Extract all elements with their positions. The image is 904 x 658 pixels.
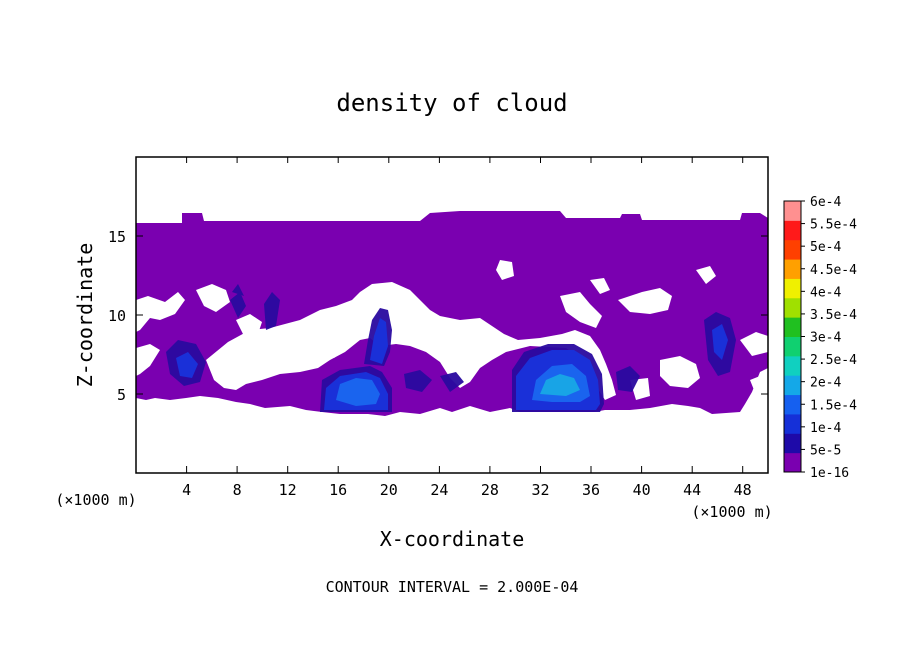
- x-tick-label: 48: [734, 481, 752, 499]
- colorbar-level-label: 2e-4: [810, 376, 841, 391]
- contour-field: [136, 211, 768, 416]
- x-unit-label: (×1000 m): [691, 503, 772, 521]
- x-tick-label: 24: [430, 481, 448, 499]
- y-tick-label: 5: [117, 386, 126, 404]
- y-tick-label: 15: [108, 228, 126, 246]
- colorbar-level-label: 5e-4: [810, 240, 841, 255]
- colorbar-level-label: 1e-4: [810, 421, 841, 436]
- x-tick-label: 28: [481, 481, 499, 499]
- x-tick-labels: 4 8 12 16 20 24 28 32 36 40 44 48: [182, 481, 752, 499]
- colorbar-swatch: [784, 395, 801, 415]
- x-tick-label: 16: [329, 481, 347, 499]
- x-tick-label: 4: [182, 481, 191, 499]
- colorbar-level-label: 4e-4: [810, 285, 841, 300]
- x-tick-label: 44: [683, 481, 701, 499]
- colorbar-swatch: [784, 317, 801, 337]
- x-axis-title: X-coordinate: [380, 527, 525, 551]
- colorbar-level-label: 1e-16: [810, 466, 849, 481]
- x-tick-label: 36: [582, 481, 600, 499]
- x-tick-label: 32: [531, 481, 549, 499]
- colorbar-level-label: 5e-5: [810, 443, 841, 458]
- y-tick-labels: 5 10 15: [108, 228, 126, 404]
- x-tick-label: 8: [233, 481, 242, 499]
- colorbar-level-label: 2.5e-4: [810, 353, 857, 368]
- colorbar-level-label: 6e-4: [810, 195, 841, 210]
- x-tick-label: 12: [279, 481, 297, 499]
- colorbar-swatch: [784, 201, 801, 221]
- colorbar-swatch: [784, 433, 801, 453]
- colorbar-swatch: [784, 240, 801, 260]
- y-axis-title: Z-coordinate: [73, 243, 97, 388]
- y-tick-label: 10: [108, 307, 126, 325]
- colorbar-swatch: [784, 259, 801, 279]
- x-tick-label: 20: [380, 481, 398, 499]
- contour-interval-note: CONTOUR INTERVAL = 2.000E-04: [326, 578, 579, 596]
- colorbar-swatch: [784, 278, 801, 298]
- colorbar-swatch: [784, 298, 801, 318]
- colorbar-level-label: 5.5e-4: [810, 218, 857, 233]
- colorbar-swatches: [784, 201, 801, 473]
- y-unit-label: (×1000 m): [55, 491, 136, 509]
- colorbar-swatch: [784, 337, 801, 357]
- x-tick-label: 40: [633, 481, 651, 499]
- colorbar-swatch: [784, 453, 801, 473]
- colorbar-swatch: [784, 220, 801, 240]
- colorbar-level-label: 3e-4: [810, 331, 841, 346]
- colorbar-level-label: 1.5e-4: [810, 398, 857, 413]
- colorbar-level-label: 3.5e-4: [810, 308, 857, 323]
- chart-title: density of cloud: [336, 89, 567, 117]
- colorbar-labels: 1e-16 5e-5 1e-4 1.5e-4 2e-4 2.5e-4 3e-4 3.5e-4 4…: [801, 195, 857, 481]
- colorbar-swatch: [784, 414, 801, 434]
- colorbar-swatch: [784, 356, 801, 376]
- colorbar-swatch: [784, 375, 801, 395]
- colorbar: 1e-16 5e-5 1e-4 1.5e-4 2e-4 2.5e-4 3e-4 3.5e-4 4…: [784, 195, 857, 481]
- colorbar-level-label: 4.5e-4: [810, 263, 857, 278]
